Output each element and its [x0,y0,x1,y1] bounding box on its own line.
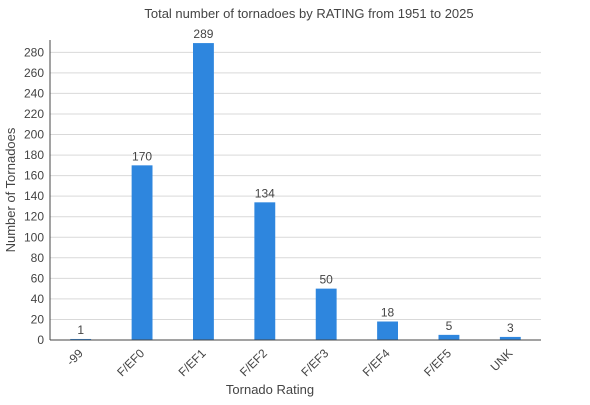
y-tick-label: 180 [24,148,44,162]
bar [70,338,92,340]
x-axis-ticks: -99 F/EF0 F/EF1 F/EF2 F/EF3 F/EF4 F/EF5 UNK [64,346,516,379]
y-tick-label: 60 [31,271,45,285]
y-tick-label: 80 [31,251,45,265]
y-tick-label: 240 [24,86,44,100]
x-tick-label: -99 [64,346,86,368]
bar [499,336,521,340]
data-label: 3 [507,321,514,335]
data-label: 18 [381,306,395,320]
y-axis-ticks: 0 20 40 60 80 100 120 140 160 180 200 220 240 260 280 [24,45,44,347]
data-label: 1 [77,323,84,337]
gridlines [50,51,541,320]
x-tick-label: F/EF4 [360,346,393,379]
bar [131,165,153,340]
x-tick-label: F/EF5 [421,346,454,379]
x-axis-label: Tornado Rating [226,382,314,397]
bar [377,321,398,340]
bars [70,43,521,341]
y-tick-label: 260 [24,66,44,80]
bar [315,288,337,340]
y-tick-label: 280 [24,45,44,59]
x-tick-label: F/EF3 [298,346,331,379]
y-axis-label: Number of Tornadoes [3,127,18,252]
bar [438,334,460,340]
chart-title: Total number of tornadoes by RATING from… [144,6,473,21]
x-tick-label: F/EF0 [114,346,147,379]
y-tick-label: 40 [31,292,45,306]
data-label: 170 [132,149,152,163]
x-tick-label: F/EF1 [176,346,209,379]
y-tick-label: 220 [24,107,44,121]
data-label: 50 [320,273,334,287]
y-tick-label: 120 [24,210,44,224]
data-label: 289 [193,27,213,41]
bar [193,43,214,341]
y-tick-label: 200 [24,128,44,142]
x-tick-label: F/EF2 [237,346,270,379]
x-tick-label: UNK [488,346,516,374]
data-labels: 1 170 289 134 50 18 5 3 [77,27,514,337]
y-tick-label: 100 [24,230,44,244]
bar [254,202,276,340]
data-label: 5 [446,319,453,333]
y-tick-label: 0 [37,333,44,347]
y-tick-label: 160 [24,169,44,183]
y-tick-label: 140 [24,189,44,203]
y-tick-label: 20 [31,312,45,326]
data-label: 134 [255,186,275,200]
